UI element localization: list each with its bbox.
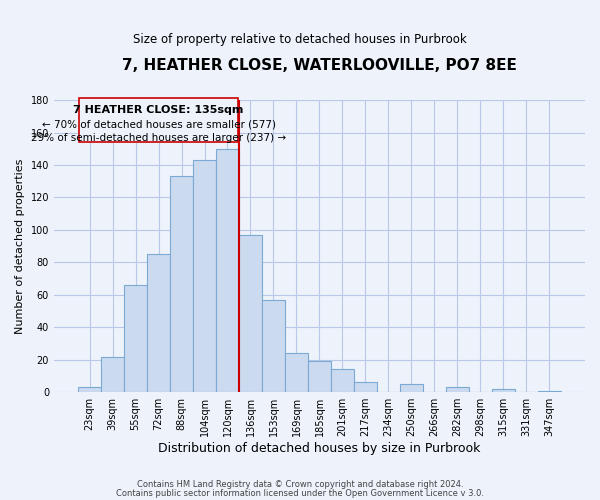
Bar: [193, 160, 216, 392]
Bar: [124, 285, 147, 392]
Text: 7 HEATHER CLOSE: 135sqm: 7 HEATHER CLOSE: 135sqm: [73, 105, 244, 115]
Bar: [285, 354, 308, 392]
Bar: [216, 148, 239, 392]
Text: Contains HM Land Registry data © Crown copyright and database right 2024.: Contains HM Land Registry data © Crown c…: [137, 480, 463, 489]
Bar: [492, 389, 515, 392]
FancyBboxPatch shape: [79, 98, 238, 142]
Bar: [262, 300, 285, 392]
Title: 7, HEATHER CLOSE, WATERLOOVILLE, PO7 8EE: 7, HEATHER CLOSE, WATERLOOVILLE, PO7 8EE: [122, 58, 517, 72]
Bar: [78, 388, 101, 392]
Bar: [354, 382, 377, 392]
Bar: [308, 362, 331, 392]
Bar: [147, 254, 170, 392]
Bar: [239, 235, 262, 392]
Text: ← 70% of detached houses are smaller (577): ← 70% of detached houses are smaller (57…: [41, 120, 275, 130]
Bar: [400, 384, 423, 392]
Bar: [331, 370, 354, 392]
Bar: [170, 176, 193, 392]
Y-axis label: Number of detached properties: Number of detached properties: [15, 158, 25, 334]
Bar: [101, 356, 124, 392]
X-axis label: Distribution of detached houses by size in Purbrook: Distribution of detached houses by size …: [158, 442, 481, 455]
Text: Size of property relative to detached houses in Purbrook: Size of property relative to detached ho…: [133, 32, 467, 46]
Text: Contains public sector information licensed under the Open Government Licence v : Contains public sector information licen…: [116, 489, 484, 498]
Bar: [446, 388, 469, 392]
Text: 29% of semi-detached houses are larger (237) →: 29% of semi-detached houses are larger (…: [31, 132, 286, 142]
Bar: [538, 390, 561, 392]
